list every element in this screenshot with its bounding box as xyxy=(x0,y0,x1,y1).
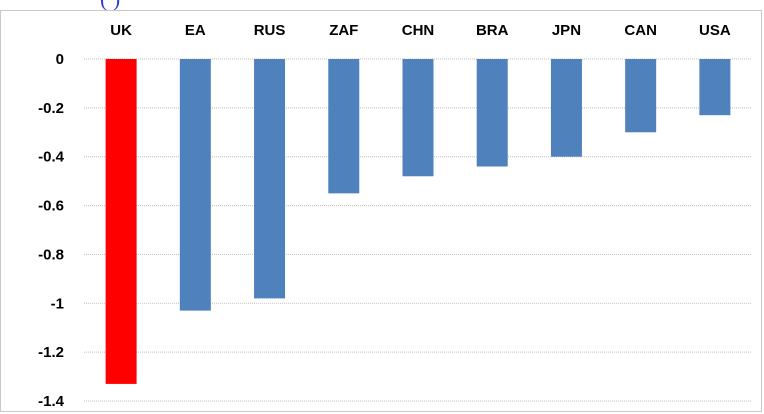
category-label: ZAF xyxy=(329,22,358,39)
bar-bra xyxy=(476,59,508,167)
category-label: CAN xyxy=(624,22,657,39)
category-label: EA xyxy=(185,22,206,39)
category-label: UK xyxy=(110,22,132,39)
cropped-title-fragment: ( ) xyxy=(100,0,700,10)
bar-zaf xyxy=(328,59,360,194)
y-tick-label: -0.8 xyxy=(38,246,64,263)
bar-rus xyxy=(254,59,286,299)
bar-chn xyxy=(402,59,434,177)
category-label: JPN xyxy=(552,22,581,39)
y-tick-label: -1.4 xyxy=(38,393,65,410)
category-label: USA xyxy=(699,22,731,39)
bars xyxy=(105,59,731,384)
bar-usa xyxy=(699,59,731,116)
category-label: RUS xyxy=(254,22,286,39)
y-tick-label: -1 xyxy=(51,295,64,312)
y-axis-tick-labels: 0 -0.2 -0.4 -0.6 -0.8 -1 -1.2 -1.4 xyxy=(38,51,65,410)
y-tick-label: -0.2 xyxy=(38,100,64,117)
y-tick-label: -0.6 xyxy=(38,198,64,215)
bar-jpn xyxy=(550,59,582,157)
y-tick-label: -1.2 xyxy=(38,344,64,361)
bar-uk xyxy=(105,59,137,384)
category-label: BRA xyxy=(476,22,509,39)
y-tick-label: -0.4 xyxy=(38,149,65,166)
bar-ea xyxy=(179,59,211,311)
category-labels: UK EA RUS ZAF CHN BRA JPN CAN USA xyxy=(110,22,731,39)
category-label: CHN xyxy=(402,22,435,39)
y-tick-label: 0 xyxy=(56,51,64,68)
bar-can xyxy=(625,59,657,133)
